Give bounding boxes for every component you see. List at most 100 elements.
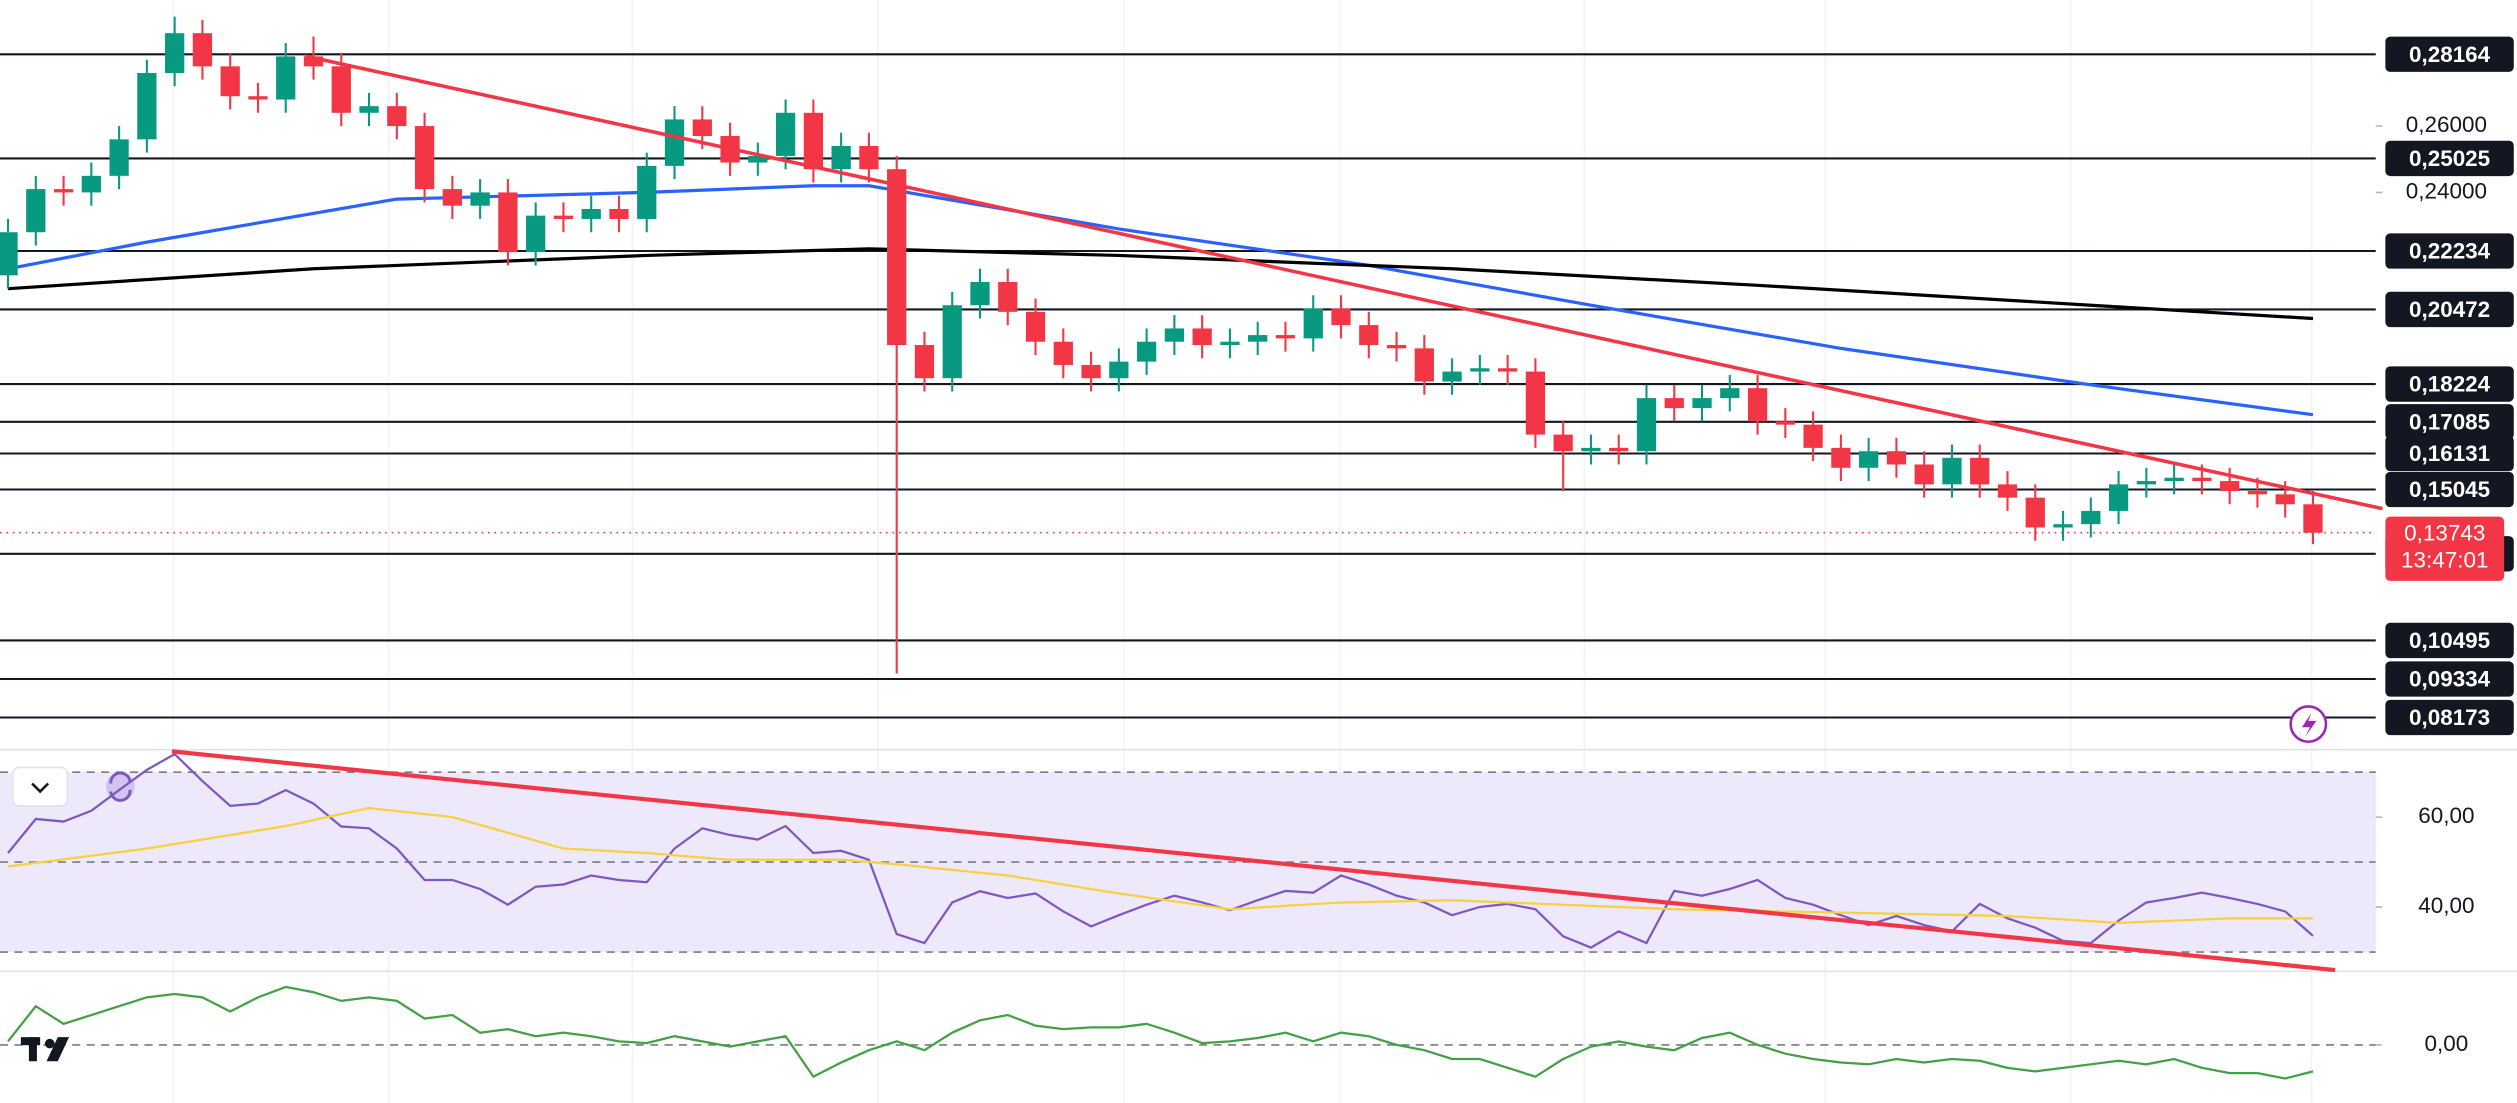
- candle-body: [2303, 504, 2323, 533]
- candle-body: [1720, 388, 1740, 399]
- candle-body: [1609, 447, 1629, 452]
- y-tick-label: 40,00: [2418, 893, 2474, 918]
- candle-body: [1192, 328, 1212, 346]
- candle-body: [1136, 341, 1157, 362]
- moving-average: [7, 247, 2314, 321]
- indicator-line: [7, 985, 2314, 1080]
- refresh-icon[interactable]: [105, 771, 135, 802]
- candle-body: [1525, 371, 1546, 435]
- indicator-line: [7, 806, 2313, 924]
- candle-body: [331, 66, 351, 113]
- candle-body: [137, 72, 157, 140]
- level-label: 0,20472: [2409, 297, 2490, 322]
- candle-body: [1498, 368, 1518, 372]
- candle-body: [692, 119, 712, 137]
- candle-body: [53, 189, 74, 193]
- candle-body: [1997, 484, 2018, 498]
- y-tick-label: 0,26000: [2406, 112, 2487, 137]
- candle-body: [248, 96, 268, 100]
- candle-body: [1775, 421, 1795, 425]
- candle-body: [414, 126, 435, 190]
- candle-body: [887, 169, 907, 346]
- candle-body: [1803, 424, 1823, 448]
- candle-body: [1109, 361, 1129, 379]
- level-label-box: [2385, 36, 2514, 72]
- candle-body: [1220, 341, 1240, 346]
- candle-body: [498, 192, 518, 253]
- level-label: 0,25025: [2409, 146, 2490, 171]
- candle-body: [1275, 335, 1296, 339]
- level-label-box: [2385, 366, 2514, 402]
- level-label: 0,17085: [2409, 409, 2490, 434]
- level-label: 0,08173: [2409, 705, 2490, 730]
- current-price-label: 0,13743: [2404, 520, 2485, 545]
- candle-body: [1470, 368, 1490, 372]
- candle-body: [1303, 308, 1323, 339]
- candle-body: [2220, 481, 2240, 492]
- y-tick-label: 60,00: [2418, 803, 2474, 828]
- candle-body: [803, 112, 824, 170]
- candle-body: [637, 165, 657, 219]
- level-label-box: [2385, 661, 2514, 697]
- candle-body: [2136, 481, 2156, 485]
- lightning-icon[interactable]: [2289, 705, 2328, 744]
- plot: 60,00 40,00 0,00 0,26000 0,24000 0,28164 0,250…: [0, 16, 2514, 1080]
- trendline: [171, 749, 2336, 973]
- candle-body: [192, 33, 213, 67]
- candle-body: [526, 215, 546, 253]
- candle-body: [1359, 325, 1379, 346]
- candle-body: [81, 175, 101, 193]
- candle-body: [1164, 328, 1185, 342]
- candle-body: [1025, 311, 1046, 342]
- candle-body: [1053, 341, 1073, 365]
- candle-body: [387, 106, 407, 127]
- candle-body: [1859, 451, 1879, 468]
- y-tick-label: 0,00: [2425, 1031, 2469, 1056]
- candle-body: [276, 56, 296, 100]
- countdown-label: 13:47:01: [2401, 548, 2488, 573]
- candle-body: [165, 33, 185, 73]
- logo: [20, 1037, 70, 1062]
- candle-body: [1081, 364, 1101, 379]
- candle-body: [109, 139, 129, 176]
- candle-body: [1831, 447, 1851, 468]
- candle-body: [664, 119, 685, 166]
- level-label: 0,28164: [2409, 42, 2491, 67]
- candle-body: [1664, 398, 1684, 409]
- candle-body: [303, 56, 324, 67]
- candle-body: [2275, 494, 2295, 505]
- candle-body: [2053, 524, 2073, 528]
- candle-body: [1442, 371, 1462, 382]
- candle-body: [553, 215, 574, 219]
- candle-body: [359, 106, 379, 113]
- candle-body: [2108, 484, 2129, 511]
- candle-body: [831, 145, 851, 170]
- candle-body: [1636, 398, 1657, 452]
- candle-body: [1970, 457, 1990, 485]
- current-price-box: [2385, 516, 2505, 581]
- candle-body: [470, 192, 490, 206]
- candle-body: [1886, 451, 1907, 465]
- candle-body: [609, 209, 629, 219]
- level-label: 0,18224: [2409, 372, 2491, 397]
- candle-body: [998, 281, 1018, 312]
- candle-body: [2192, 477, 2212, 482]
- candle-body: [1386, 345, 1407, 349]
- candle-body: [2081, 510, 2101, 525]
- candle-body: [1914, 464, 1934, 485]
- candle-body: [2164, 477, 2184, 482]
- level-label: 0,10495: [2409, 628, 2490, 653]
- level-label: 0,16131: [2409, 441, 2490, 466]
- collapse-button[interactable]: [12, 766, 69, 807]
- candle-body: [2025, 497, 2045, 528]
- candle-body: [0, 232, 18, 276]
- level-label-box: [2385, 140, 2514, 177]
- candle-body: [970, 281, 990, 306]
- level-label: 0,09334: [2409, 667, 2491, 692]
- candle-body: [1747, 388, 1768, 422]
- level-label-box: [2385, 622, 2514, 659]
- level-label-box: [2385, 404, 2514, 440]
- candle-body: [1581, 447, 1601, 452]
- candle-body: [748, 155, 768, 163]
